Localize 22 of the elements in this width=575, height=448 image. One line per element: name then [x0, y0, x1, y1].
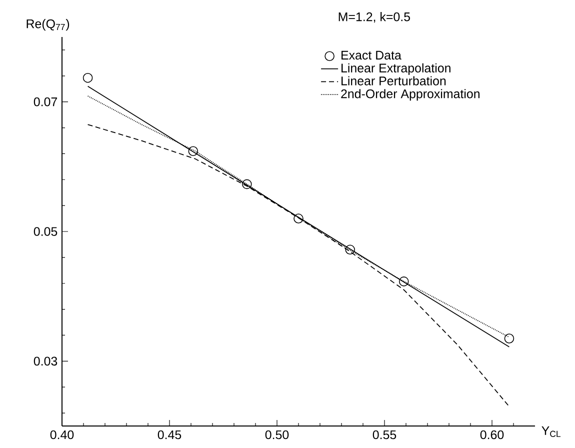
y-tick-label: 0.07 — [34, 97, 58, 106]
y-tick-label: 0.05 — [34, 227, 58, 236]
point — [82, 72, 93, 83]
legend-label: 2nd-Order Approximation — [341, 89, 480, 101]
point — [345, 244, 355, 255]
y-tick-label: 0.03 — [34, 356, 58, 366]
chart-title: M=1.2, k=0.5 — [338, 12, 410, 23]
point — [398, 276, 409, 286]
point — [188, 146, 198, 156]
x-tick-label: 0.50 — [265, 430, 289, 440]
point — [242, 179, 252, 190]
x-tick-label: 0.45 — [158, 430, 182, 440]
y-axis-title: Re(Q$_{77}$) — [26, 19, 70, 31]
x-tick-label: 0.60 — [480, 430, 504, 440]
point — [294, 214, 304, 224]
x-tick-label: 0.40 — [50, 430, 74, 440]
point — [504, 334, 514, 344]
legend-label: Linear Perturbation — [342, 76, 446, 86]
x-tick-label: 0.55 — [372, 430, 396, 440]
legend-label: Linear Extrapolation — [342, 63, 450, 75]
x-axis-title: Y$_{CL}$ — [542, 426, 561, 437]
legend-label: Exact Data — [342, 50, 402, 60]
